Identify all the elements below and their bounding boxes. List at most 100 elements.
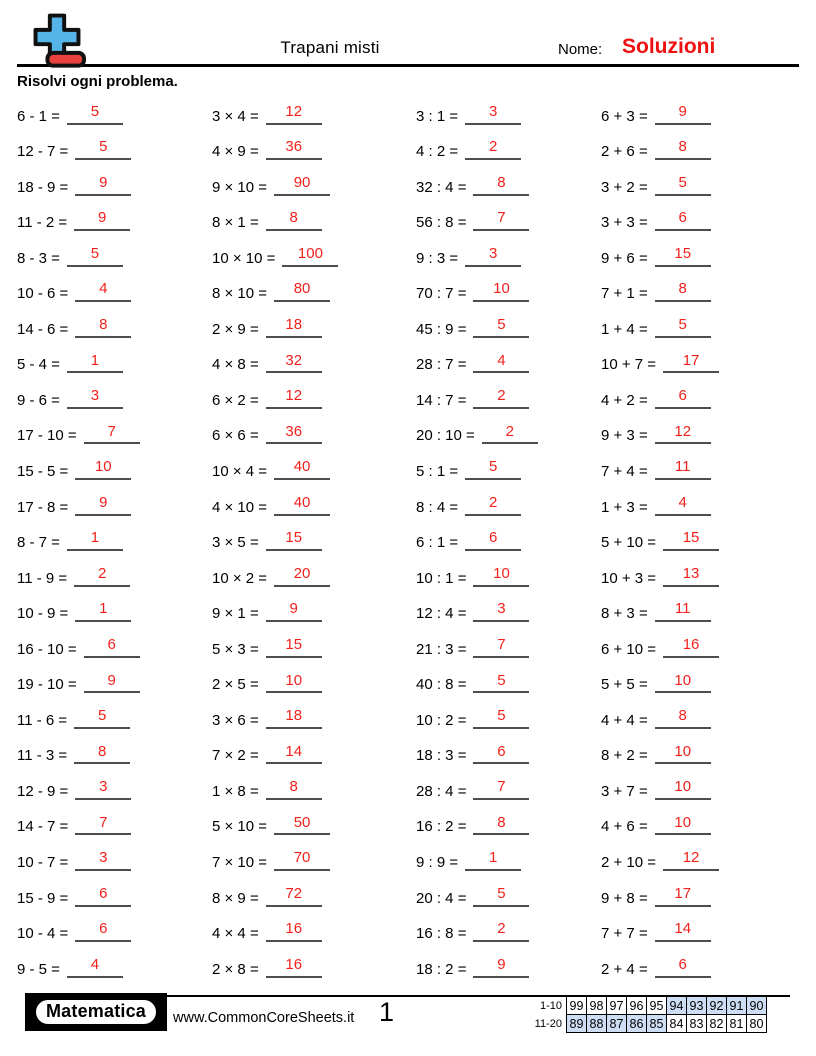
problem-row-multiplication: 3 × 4 = 12	[212, 96, 416, 132]
answer-blank-line: 72	[265, 885, 322, 907]
header-divider	[17, 64, 799, 67]
answer-value: 9	[497, 955, 506, 973]
problem-expression: 9 + 6 =	[601, 249, 648, 267]
answer-blank-line: 8	[265, 210, 322, 232]
answer-value: 8	[99, 316, 108, 334]
answer-value: 11	[674, 600, 691, 618]
problem-row-addition: 6 + 3 = 9	[601, 96, 799, 132]
answer-blank-line: 5	[473, 672, 530, 694]
answer-value: 3	[90, 387, 100, 405]
score-cell: 93	[686, 995, 707, 1016]
problem-row-addition: 4 + 2 = 6	[601, 380, 799, 416]
answer-blank-line: 100	[282, 246, 339, 267]
problem-row-multiplication: 5 × 3 = 15	[212, 629, 416, 665]
answer-blank-line: 2	[465, 139, 522, 161]
answer-value: 3	[488, 244, 498, 262]
problem-row-addition: 8 + 2 = 10	[601, 736, 799, 772]
problem-row-subtraction: 18 - 9 = 9	[17, 167, 212, 203]
problem-row-division: 18 : 2 = 9	[416, 949, 601, 985]
answer-blank-line: 12	[654, 423, 711, 445]
problem-expression: 18 - 9 =	[17, 178, 69, 196]
answer-blank-line: 12	[265, 102, 322, 125]
problem-row-division: 21 : 3 = 7	[416, 629, 601, 665]
problem-row-addition: 1 + 4 = 5	[601, 309, 799, 345]
website-url: www.CommonCoreSheets.it	[173, 1010, 355, 1026]
answer-blank-line: 16	[663, 637, 720, 658]
problem-expression: 5 × 10 =	[212, 818, 268, 836]
answer-value: 4	[678, 493, 687, 511]
problem-row-division: 16 : 2 = 8	[416, 807, 601, 843]
score-table: 1-10 99 98 97 96 95 94 93 92 91 90 11-20 89 88 87 86 85 8…	[524, 995, 767, 1034]
answer-blank-line: 5	[75, 139, 132, 161]
answer-value: 12	[285, 102, 303, 120]
score-cell: 95	[646, 995, 667, 1016]
problem-row-division: 9 : 3 = 3	[416, 238, 601, 274]
problem-expression: 11 - 3 =	[17, 747, 68, 765]
answer-value: 3	[497, 600, 506, 618]
problem-expression: 14 : 7 =	[416, 391, 467, 409]
score-cell: 96	[626, 995, 647, 1016]
problem-row-addition: 5 + 10 = 15	[601, 523, 799, 559]
problem-expression: 56 : 8 =	[416, 214, 467, 232]
answer-value: 1	[99, 600, 108, 618]
answer-blank-line: 8	[473, 173, 530, 196]
answer-blank-line: 40	[274, 494, 331, 516]
answer-value: 10	[674, 778, 692, 796]
problem-expression: 3 × 5 =	[212, 534, 259, 552]
problem-row-multiplication: 8 × 10 = 80	[212, 274, 416, 310]
problem-row-division: 28 : 7 = 4	[416, 345, 601, 381]
answer-blank-line: 8	[265, 779, 322, 800]
answer-value: 15	[674, 244, 692, 262]
answer-value: 6	[99, 884, 108, 902]
problem-expression: 9 : 3 =	[416, 249, 459, 267]
problem-row-subtraction: 11 - 3 = 8	[17, 736, 212, 772]
answer-blank-line: 1	[75, 600, 132, 623]
answer-blank-line: 10	[654, 743, 711, 765]
answer-blank-line: 4	[66, 955, 123, 978]
problem-row-multiplication: 7 × 2 = 14	[212, 736, 416, 772]
problem-expression: 15 - 9 =	[17, 889, 69, 907]
problem-expression: 10 - 7 =	[17, 854, 69, 872]
score-cell: 94	[666, 995, 687, 1016]
answer-blank-line: 90	[274, 174, 331, 196]
problem-row-subtraction: 17 - 8 = 9	[17, 487, 212, 523]
problem-row-addition: 9 + 8 = 17	[601, 878, 799, 914]
problem-expression: 2 × 8 =	[212, 960, 259, 978]
problem-expression: 16 - 10 =	[17, 640, 77, 658]
problem-expression: 2 + 4 =	[601, 960, 648, 978]
answer-blank-line: 16	[265, 921, 322, 943]
problem-expression: 7 × 10 =	[212, 854, 268, 872]
answer-value: 7	[99, 813, 108, 831]
score-row: 11-20 89 88 87 86 85 84 83 82 81 80	[524, 1014, 767, 1034]
answer-blank-line: 10	[654, 814, 711, 836]
answer-blank-line: 20	[274, 565, 331, 587]
answer-value: 6	[678, 387, 687, 405]
answer-value: 4	[90, 955, 100, 973]
score-cell: 91	[726, 995, 747, 1016]
answer-blank-line: 4	[75, 281, 132, 303]
problem-expression: 4 : 2 =	[416, 143, 459, 161]
answer-value: 9	[289, 600, 298, 618]
problem-expression: 8 + 2 =	[601, 747, 648, 765]
answer-value: 8	[497, 173, 506, 191]
problem-row-addition: 7 + 4 = 11	[601, 451, 799, 487]
answer-value: 1	[488, 849, 498, 867]
answer-value: 5	[497, 884, 506, 902]
answer-blank-line: 9	[473, 955, 530, 978]
problems-column-division: 3 : 1 = 3 4 : 2 = 2 32 : 4 = 8 56 : 8 = 7 9 : 3 …	[416, 96, 601, 985]
problem-expression: 7 × 2 =	[212, 747, 259, 765]
problem-row-subtraction: 11 - 2 = 9	[17, 203, 212, 239]
problem-row-subtraction: 8 - 3 = 5	[17, 238, 212, 274]
answer-blank-line: 5	[66, 103, 123, 125]
problem-expression: 9 + 3 =	[601, 427, 648, 445]
problem-expression: 17 - 10 =	[17, 427, 77, 445]
score-cell: 98	[586, 995, 607, 1016]
brand-badge: Matematica	[25, 993, 167, 1031]
problem-expression: 7 + 1 =	[601, 285, 648, 303]
problem-row-division: 40 : 8 = 5	[416, 665, 601, 701]
problem-expression: 18 : 3 =	[416, 747, 467, 765]
answer-value: 12	[285, 387, 303, 405]
answer-value: 1	[90, 529, 100, 547]
score-cell: 80	[746, 1014, 767, 1034]
problem-expression: 3 : 1 =	[416, 107, 459, 125]
